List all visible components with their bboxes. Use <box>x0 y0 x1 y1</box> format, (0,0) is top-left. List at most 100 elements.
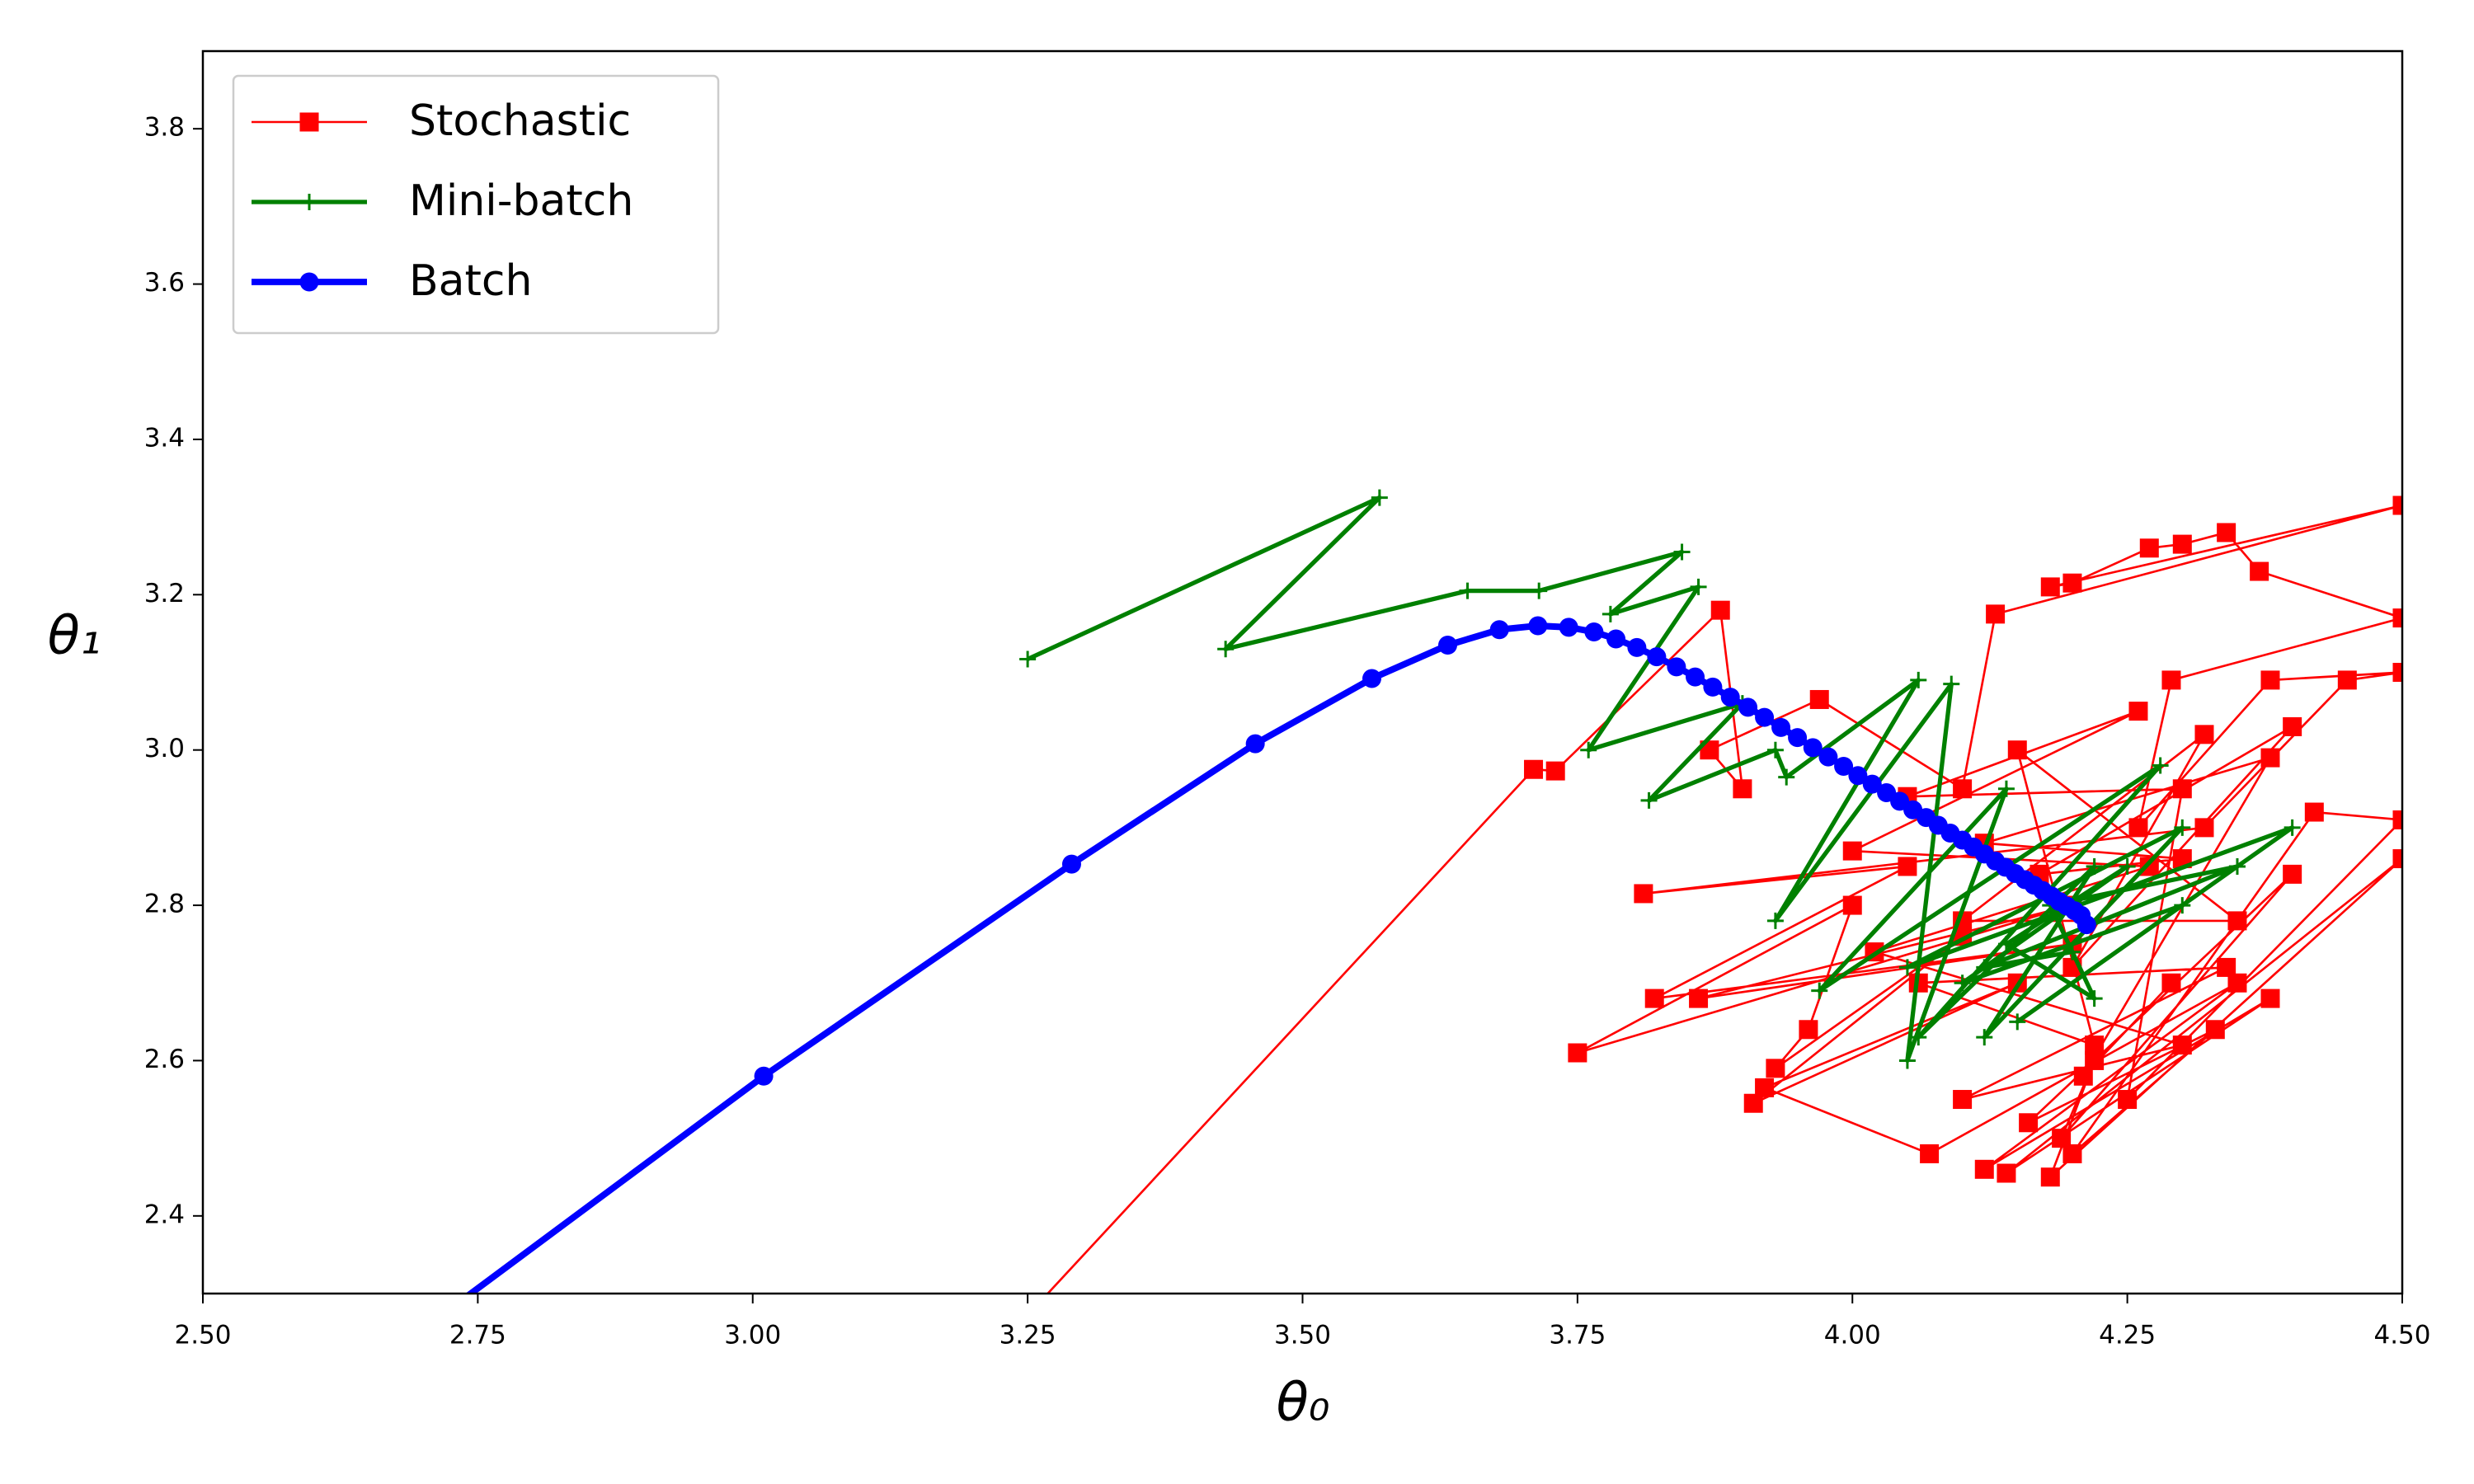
marker <box>1061 854 1081 874</box>
series-line <box>465 622 2090 1294</box>
marker <box>2172 779 2192 799</box>
marker <box>1690 578 1707 595</box>
marker <box>2139 857 2159 876</box>
marker <box>1755 1078 1775 1097</box>
marker <box>2227 973 2247 993</box>
marker <box>1778 768 1795 786</box>
y-tick-label: 3.4 <box>144 423 185 453</box>
marker <box>1954 974 1971 992</box>
marker <box>1640 791 1658 809</box>
marker <box>2194 725 2214 744</box>
x-tick-label: 3.25 <box>999 1321 1056 1350</box>
marker <box>2392 810 2402 829</box>
marker <box>1627 637 1647 657</box>
marker <box>1953 1090 1973 1110</box>
marker <box>1559 618 1578 637</box>
marker <box>1766 741 1784 758</box>
marker <box>2052 1129 2072 1148</box>
marker <box>1647 647 1667 667</box>
marker <box>1689 989 1709 1008</box>
marker <box>2172 1036 2192 1055</box>
marker <box>2284 819 2301 836</box>
marker <box>1842 895 1862 915</box>
marker <box>2250 561 2269 581</box>
x-tick-label: 2.75 <box>449 1321 506 1350</box>
marker <box>1771 717 1791 737</box>
marker <box>1720 688 1740 707</box>
marker <box>2118 1090 2138 1110</box>
marker <box>1986 604 2006 624</box>
marker <box>1920 1144 1940 1163</box>
legend-marker <box>299 112 319 132</box>
marker <box>2304 802 2324 822</box>
marker <box>2152 757 2169 774</box>
marker <box>1788 728 1808 748</box>
marker <box>2392 849 2402 869</box>
marker <box>1531 582 1548 599</box>
marker <box>2172 534 2192 554</box>
marker <box>1584 622 1604 642</box>
marker <box>2085 1050 2105 1070</box>
marker <box>1976 959 1993 976</box>
marker <box>2172 849 2192 869</box>
marker <box>2228 857 2246 875</box>
marker <box>1997 1163 2016 1183</box>
marker <box>754 1066 774 1086</box>
marker <box>2040 577 2060 597</box>
marker <box>1217 641 1235 658</box>
marker <box>1834 756 1854 776</box>
marker <box>2077 915 2096 935</box>
marker <box>2227 911 2247 931</box>
marker <box>2283 864 2302 884</box>
y-axis-label: θ₁ <box>48 606 101 667</box>
marker <box>1602 605 1619 622</box>
marker <box>1910 671 1927 688</box>
y-tick-label: 3.6 <box>144 268 185 298</box>
marker <box>2062 573 2082 593</box>
marker <box>1953 779 1973 799</box>
y-tick-label: 3.2 <box>144 579 185 608</box>
marker <box>1848 766 1868 786</box>
marker <box>2139 538 2159 558</box>
legend-marker <box>301 194 317 210</box>
marker <box>1606 629 1626 649</box>
marker <box>1459 582 1476 599</box>
marker <box>1898 1052 1916 1069</box>
marker <box>1862 774 1882 794</box>
x-tick-label: 3.00 <box>724 1321 781 1350</box>
marker <box>1438 636 1458 655</box>
marker <box>2174 819 2191 836</box>
x-tick-label: 4.25 <box>2099 1321 2156 1350</box>
y-tick-label: 2.4 <box>144 1200 185 1229</box>
legend-label: Batch <box>409 256 532 306</box>
legend-label: Mini-batch <box>409 176 633 226</box>
marker <box>2260 670 2280 690</box>
x-tick-label: 4.00 <box>1824 1321 1881 1350</box>
marker <box>1842 841 1862 861</box>
marker <box>2260 748 2280 768</box>
marker <box>1997 936 2015 953</box>
marker <box>1673 543 1691 561</box>
marker <box>1766 912 1784 929</box>
y-tick-label: 2.6 <box>144 1045 185 1074</box>
marker <box>2392 495 2402 515</box>
marker <box>1568 1043 1587 1063</box>
marker <box>2392 608 2402 628</box>
marker <box>1755 707 1775 727</box>
legend-marker <box>299 272 319 292</box>
marker <box>1362 669 1382 688</box>
marker <box>1371 489 1388 506</box>
marker <box>1489 620 1509 640</box>
marker <box>2073 1066 2093 1086</box>
legend-label: Stochastic <box>409 96 631 146</box>
marker <box>1644 989 1664 1008</box>
marker <box>2128 818 2148 838</box>
y-tick-label: 2.8 <box>144 890 185 919</box>
x-tick-label: 2.50 <box>174 1321 231 1350</box>
marker <box>1943 675 1960 693</box>
marker <box>2119 857 2136 875</box>
marker <box>2217 957 2236 977</box>
x-axis-label: θ₀ <box>1277 1373 1330 1434</box>
marker <box>2040 1167 2060 1187</box>
